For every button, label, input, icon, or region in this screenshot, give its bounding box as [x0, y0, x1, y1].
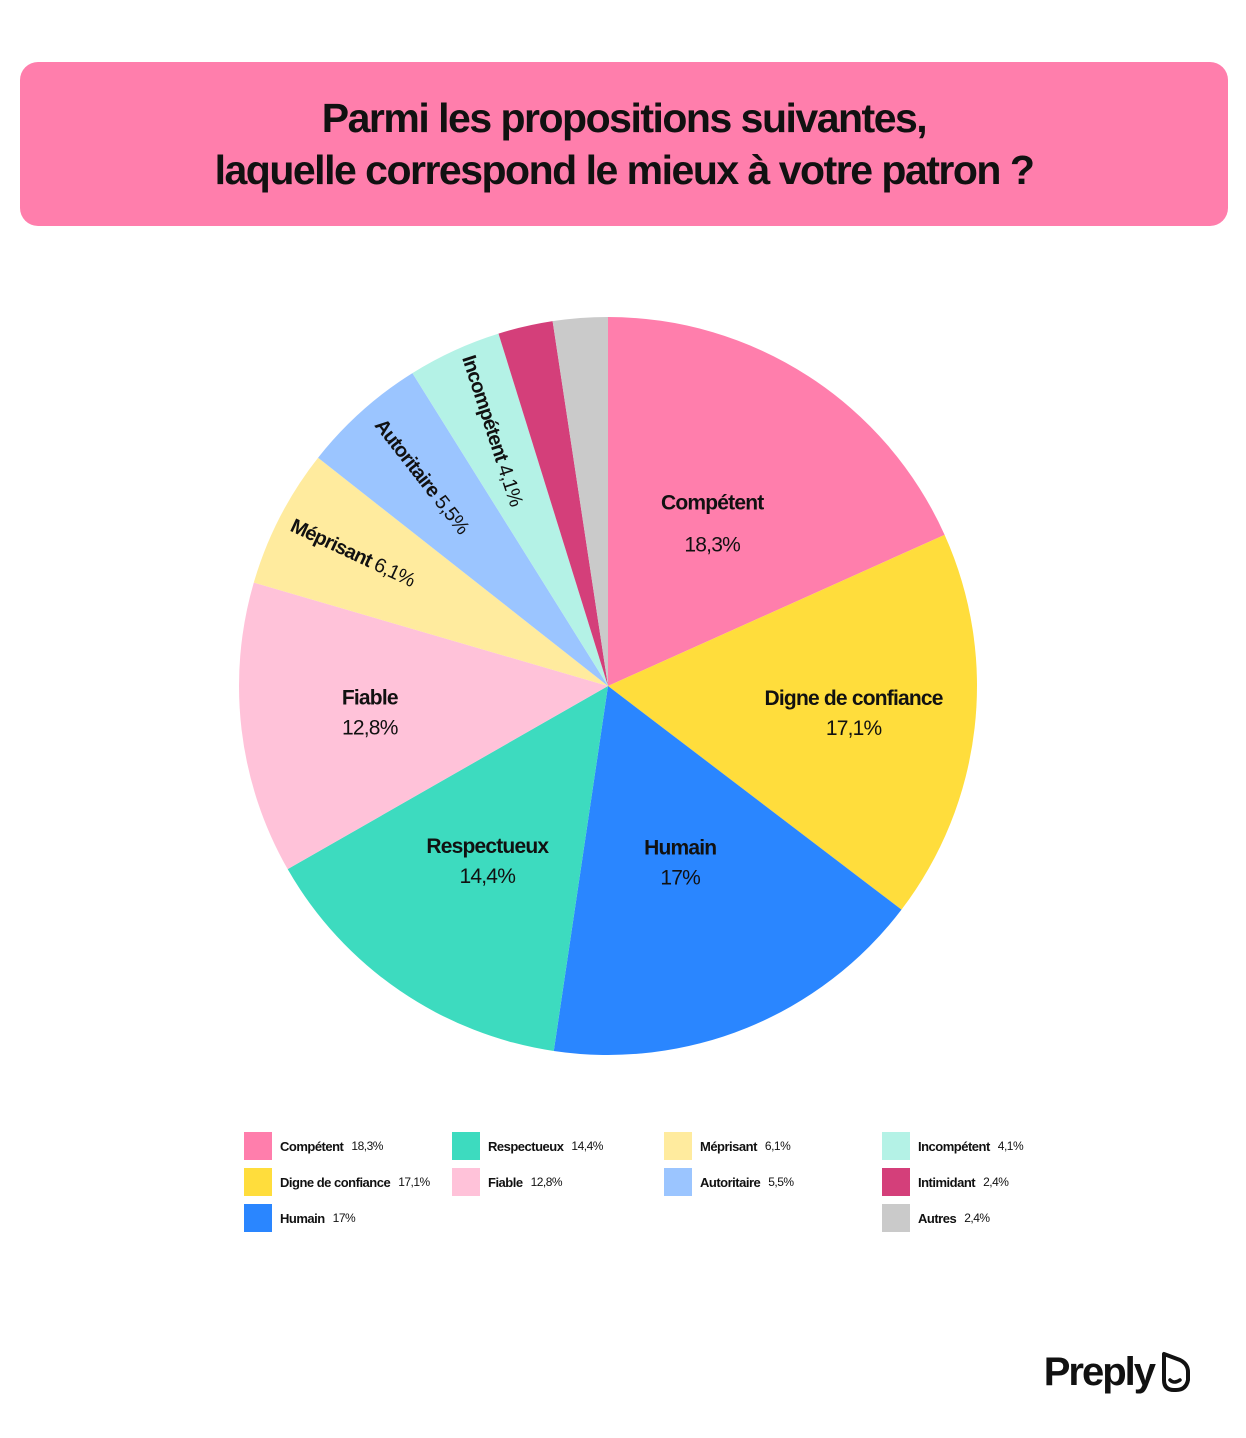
preply-logo-icon [1162, 1352, 1190, 1392]
chart-title-line-1: Parmi les propositions suivantes, [321, 95, 928, 141]
legend-label: Autoritaire [700, 1174, 761, 1190]
legend-item-respectueux: Respectueux 14,4% [452, 1132, 603, 1160]
pie-slice-autres [552, 317, 608, 686]
legend-value: 2,4% [964, 1211, 990, 1225]
legend-swatch [882, 1204, 910, 1232]
legend-swatch [664, 1132, 692, 1160]
slice-name-digne-de-confiance: Digne de confiance [765, 687, 943, 710]
legend-item-humain: Humain 17% [244, 1204, 356, 1232]
slice-value-competent: 18,3% [684, 533, 740, 556]
legend-label: Méprisant [700, 1138, 757, 1154]
slice-value-fiable: 12,8% [342, 717, 398, 740]
legend-swatch [452, 1168, 480, 1196]
slice-value-humain: 17% [660, 866, 700, 889]
legend-label: Intimidant [918, 1174, 976, 1190]
pie-slice-meprisant [253, 457, 608, 686]
brand-name: Preply [1043, 1349, 1156, 1394]
legend-item-autoritaire: Autoritaire 5,5% [664, 1168, 794, 1196]
legend-label: Fiable [488, 1174, 523, 1190]
legend-value: 17% [332, 1211, 356, 1225]
pie-slice-fiable [238, 582, 608, 870]
slice-name-fiable: Fiable [342, 687, 398, 710]
slice-value-respectueux: 14,4% [460, 865, 516, 888]
legend-swatch [244, 1132, 272, 1160]
pie-slice-intimidant [498, 321, 608, 686]
pie-slice-competent [608, 317, 945, 686]
legend-item-digne-de-confiance: Digne de confiance 17,1% [244, 1168, 430, 1196]
legend-value: 4,1% [997, 1139, 1024, 1153]
slice-name-respectueux: Respectueux [426, 835, 549, 858]
pie-slice-digne-de-confiance [608, 534, 977, 910]
legend-label: Humain [280, 1210, 325, 1226]
legend-value: 14,4% [571, 1139, 603, 1153]
legend-swatch [244, 1204, 272, 1232]
legend-item-meprisant: Méprisant 6,1% [664, 1132, 791, 1160]
legend-label: Autres [918, 1210, 957, 1226]
legend-label: Digne de confiance [280, 1174, 391, 1190]
slice-value-digne-de-confiance: 17,1% [826, 717, 882, 740]
legend-item-intimidant: Intimidant 2,4% [882, 1168, 1009, 1196]
chart-legend: Compétent 18,3% Digne de confiance 17,1% Hum… [244, 1132, 1084, 1236]
legend-item-autres: Autres 2,4% [882, 1204, 990, 1232]
legend-value: 12,8% [530, 1175, 563, 1189]
slice-name-competent: Compétent [661, 491, 764, 514]
legend-value: 2,4% [983, 1175, 1009, 1189]
legend-label: Compétent [280, 1138, 344, 1154]
legend-value: 5,5% [768, 1175, 794, 1189]
legend-swatch [244, 1168, 272, 1196]
pie-slice-humain [553, 686, 902, 1055]
brand-logo: Preply [1044, 1346, 1192, 1398]
legend-value: 17,1% [398, 1175, 430, 1189]
legend-value: 18,3% [351, 1139, 383, 1153]
pie-slice-autoritaire [318, 373, 608, 686]
legend-item-incompetent: Incompétent 4,1% [882, 1132, 1024, 1160]
legend-swatch [882, 1132, 910, 1160]
pie-slice-incompetent [412, 333, 608, 686]
legend-label: Respectueux [488, 1138, 564, 1154]
pie-slice-respectueux [287, 686, 608, 1051]
legend-item-competent: Compétent 18,3% [244, 1132, 383, 1160]
legend-swatch [882, 1168, 910, 1196]
legend-value: 6,1% [764, 1139, 791, 1153]
legend-label: Incompétent [918, 1138, 990, 1154]
legend-swatch [664, 1168, 692, 1196]
legend-item-fiable: Fiable 12,8% [452, 1168, 563, 1196]
legend-swatch [452, 1132, 480, 1160]
title-banner: Parmi les propositions suivantes, laquel… [20, 62, 1228, 226]
chart-title-line-2: laquelle correspond le mieux à votre pat… [214, 147, 1035, 193]
slice-name-humain: Humain [644, 836, 716, 859]
